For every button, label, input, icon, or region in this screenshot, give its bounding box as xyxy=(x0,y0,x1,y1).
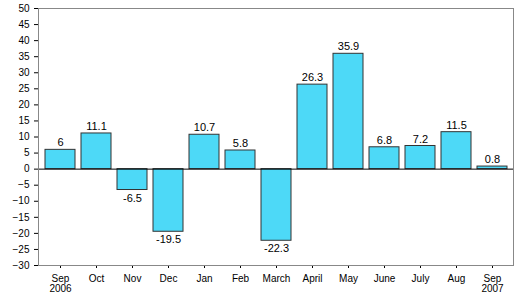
svg-text:April: April xyxy=(302,273,322,284)
svg-text:July: July xyxy=(412,273,430,284)
svg-text:Oct: Oct xyxy=(89,273,105,284)
svg-text:25: 25 xyxy=(18,83,30,94)
svg-text:26.3: 26.3 xyxy=(302,71,323,83)
svg-text:June: June xyxy=(374,273,396,284)
svg-text:50: 50 xyxy=(18,3,30,14)
svg-text:-22.3: -22.3 xyxy=(264,242,289,254)
svg-text:20: 20 xyxy=(18,99,30,110)
svg-text:30: 30 xyxy=(18,67,30,78)
svg-text:35.9: 35.9 xyxy=(338,40,359,52)
svg-text:−5: −5 xyxy=(18,179,30,190)
svg-text:Nov: Nov xyxy=(124,273,142,284)
svg-text:6.8: 6.8 xyxy=(377,134,392,146)
svg-text:45: 45 xyxy=(18,19,30,30)
svg-text:−15: −15 xyxy=(13,212,30,223)
svg-text:−30: −30 xyxy=(13,260,30,271)
svg-text:−25: −25 xyxy=(13,244,30,255)
svg-text:35: 35 xyxy=(18,51,30,62)
svg-text:Dec: Dec xyxy=(160,273,178,284)
svg-text:May: May xyxy=(339,273,358,284)
svg-text:7.2: 7.2 xyxy=(413,133,428,145)
svg-text:11.1: 11.1 xyxy=(86,120,107,132)
svg-text:5: 5 xyxy=(24,147,30,158)
svg-text:−20: −20 xyxy=(13,228,30,239)
svg-text:Jan: Jan xyxy=(196,273,212,284)
svg-text:40: 40 xyxy=(18,35,30,46)
svg-text:0: 0 xyxy=(24,163,30,174)
svg-text:March: March xyxy=(263,273,291,284)
svg-text:10: 10 xyxy=(18,131,30,142)
svg-text:10.7: 10.7 xyxy=(194,121,215,133)
svg-text:0.8: 0.8 xyxy=(485,153,500,165)
svg-text:6: 6 xyxy=(57,136,63,148)
svg-text:Sep2007: Sep2007 xyxy=(481,273,504,294)
svg-text:Aug: Aug xyxy=(448,273,466,284)
svg-text:-6.5: -6.5 xyxy=(123,192,142,204)
svg-text:-19.5: -19.5 xyxy=(156,233,181,245)
svg-text:Sep2006: Sep2006 xyxy=(49,273,72,294)
svg-text:5.8: 5.8 xyxy=(233,137,248,149)
svg-text:−10: −10 xyxy=(13,195,30,206)
svg-text:11.5: 11.5 xyxy=(446,119,467,131)
svg-text:15: 15 xyxy=(18,115,30,126)
svg-text:Feb: Feb xyxy=(232,273,250,284)
